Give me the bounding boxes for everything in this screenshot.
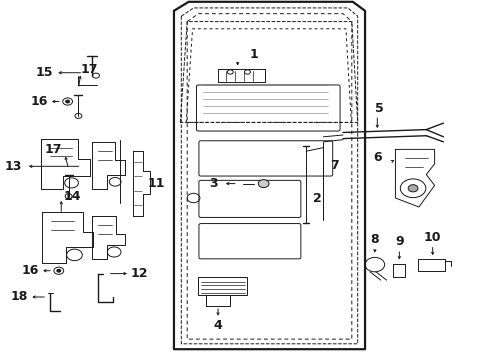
Text: 3: 3: [209, 177, 218, 190]
Text: 12: 12: [131, 267, 148, 280]
Text: 8: 8: [370, 233, 379, 246]
Text: 11: 11: [148, 177, 166, 190]
Text: 10: 10: [424, 231, 441, 244]
Text: 17: 17: [44, 143, 62, 156]
Text: 9: 9: [395, 235, 404, 248]
Text: 18: 18: [11, 291, 28, 303]
Text: 5: 5: [375, 102, 384, 114]
Circle shape: [57, 269, 61, 272]
Text: 6: 6: [373, 151, 382, 164]
Text: 1: 1: [249, 48, 258, 61]
Text: 4: 4: [214, 319, 222, 332]
Circle shape: [408, 185, 418, 192]
Text: 13: 13: [5, 160, 23, 173]
Text: 7: 7: [330, 159, 339, 172]
Text: 14: 14: [64, 190, 81, 203]
Text: 17: 17: [80, 63, 98, 76]
Text: 16: 16: [22, 264, 39, 277]
Circle shape: [66, 100, 70, 103]
Text: 16: 16: [30, 95, 48, 108]
Circle shape: [258, 180, 269, 188]
Text: 15: 15: [36, 66, 53, 79]
Text: 2: 2: [313, 192, 321, 204]
